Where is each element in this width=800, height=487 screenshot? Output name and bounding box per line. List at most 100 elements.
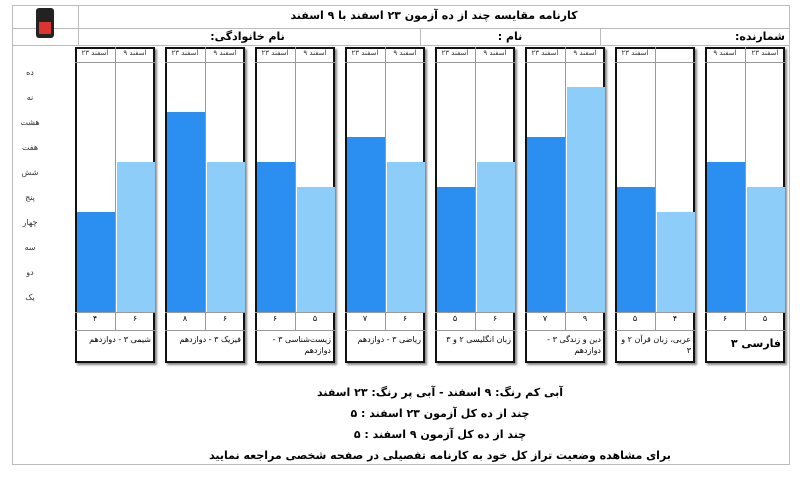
subject: ریاضی ۳ - دوازدهم: [357, 335, 421, 344]
subject: فارسی ۳: [730, 337, 781, 350]
bar: [747, 187, 785, 312]
header-line: [75, 62, 155, 63]
header-line: [165, 62, 245, 63]
subject-line: [525, 330, 605, 331]
column-divider: [115, 47, 116, 330]
bar: [707, 162, 745, 312]
subject-line: [615, 330, 695, 331]
subject: شیمی ۳ - دوازدهم: [89, 335, 151, 344]
footer-line: برای مشاهده وضعیت تراز کل خود به کارنامه…: [209, 449, 671, 462]
header-line: [705, 62, 785, 63]
value-label: ۶: [722, 314, 728, 323]
footer-line: چند از ده کل آزمون ۹ اسفند : ۵: [353, 428, 527, 441]
subject-line: [345, 330, 425, 331]
column-header: اسفند ۲۳: [531, 49, 559, 57]
cell-line: [420, 28, 421, 45]
header-line: [615, 62, 695, 63]
number-line: [525, 312, 605, 313]
logo-mark: [39, 22, 51, 34]
value-label: ۶: [402, 314, 408, 323]
column-header: اسفند ۹: [713, 49, 737, 57]
column-divider: [385, 47, 386, 330]
bar: [167, 112, 205, 312]
bar: [297, 187, 335, 312]
column-header: اسفند ۹: [573, 49, 597, 57]
bar: [117, 162, 155, 312]
subject-line: [255, 330, 335, 331]
subject: زیست‌شناسی ۳ - دوازدهم: [272, 335, 331, 355]
field: نام :: [497, 30, 523, 43]
column-header: اسفند ۲۳: [441, 49, 469, 57]
number-line: [75, 312, 155, 313]
column-header: اسفند ۹: [123, 49, 147, 57]
cell-line: [600, 28, 601, 45]
value-label: ۶: [222, 314, 228, 323]
column-divider: [565, 47, 566, 330]
column-header: اسفند ۹: [303, 49, 327, 57]
column-divider: [655, 47, 656, 330]
frame: [12, 5, 790, 465]
column-header: اسفند ۹: [393, 49, 417, 57]
scale-label: یک: [25, 292, 35, 302]
column-divider: [205, 47, 206, 330]
subject: زبان انگلیسی ۲ و ۳: [446, 335, 511, 344]
subject: دین و زندگی ۳ - دوازدهم: [547, 335, 601, 355]
scale-label: چهار: [22, 217, 38, 227]
value-label: ۶: [132, 314, 138, 323]
column-header: اسفند ۹: [213, 49, 237, 57]
value-label: ۴: [672, 314, 678, 323]
footer-line: آبی کم رنگ: ۹ اسفند - آبی پر رنگ: ۲۳ اسف…: [316, 386, 564, 399]
bar: [437, 187, 475, 312]
subject: فیزیک ۳ - دوازدهم: [179, 335, 241, 344]
header-line: [435, 62, 515, 63]
scale-label: دو: [26, 267, 34, 277]
bar: [657, 212, 695, 312]
number-line: [255, 312, 335, 313]
number-line: [705, 312, 785, 313]
number-line: [165, 312, 245, 313]
value-label: ۷: [542, 314, 548, 323]
bar: [257, 162, 295, 312]
scale-label: هشت: [20, 117, 40, 127]
bar: [207, 162, 245, 312]
scale-label: پنج: [25, 192, 35, 202]
value-label: ۴: [92, 314, 98, 323]
subject-line: [165, 330, 245, 331]
column-header: اسفند ۹: [483, 49, 507, 57]
bar: [477, 162, 515, 312]
value-label: ۵: [762, 314, 768, 323]
scale-label: شش: [21, 167, 39, 177]
bar: [617, 187, 655, 312]
row-line: [12, 45, 790, 46]
bar: [527, 137, 565, 312]
value-label: ۸: [182, 314, 188, 323]
title: کارنامه مقایسه چند از ده آزمون ۲۳ اسفند …: [290, 9, 578, 22]
bar: [347, 137, 385, 312]
header-line: [525, 62, 605, 63]
scale-label: سه: [24, 242, 36, 252]
value-label: ۹: [582, 314, 588, 323]
header-line: [255, 62, 335, 63]
bar: [567, 87, 605, 312]
row-line: [12, 28, 790, 29]
column-divider: [475, 47, 476, 330]
subject-line: [435, 330, 515, 331]
scale-label: ده: [26, 67, 34, 77]
subject-line: [705, 330, 785, 331]
logo: [36, 8, 54, 38]
value-label: ۵: [452, 314, 458, 323]
cell-line: [78, 5, 79, 45]
column-header: اسفند ۲۳: [621, 49, 649, 57]
value-label: ۵: [312, 314, 318, 323]
column-header: اسفند ۲۳: [81, 49, 109, 57]
footer-line: چند از ده کل آزمون ۲۳ اسفند : ۵: [350, 407, 530, 420]
column-header: اسفند ۲۳: [171, 49, 199, 57]
column-divider: [295, 47, 296, 330]
field: شمارنده:: [734, 30, 785, 43]
value-label: ۶: [272, 314, 278, 323]
number-line: [615, 312, 695, 313]
bar: [77, 212, 115, 312]
subject: عربی، زبان قرآن ۲ و ۳: [621, 335, 691, 355]
number-line: [345, 312, 425, 313]
